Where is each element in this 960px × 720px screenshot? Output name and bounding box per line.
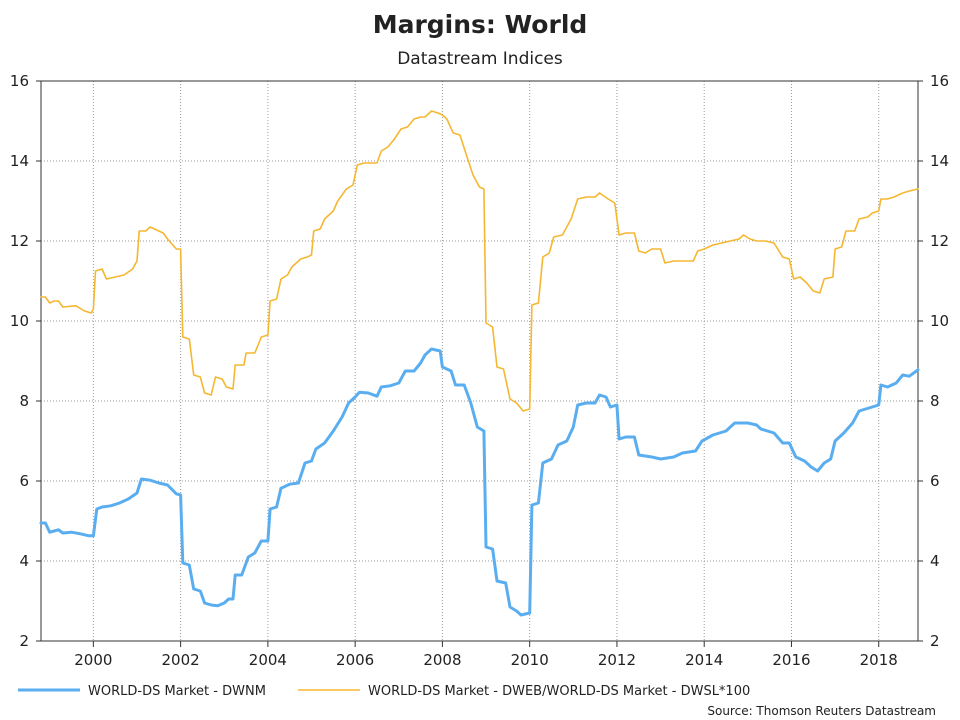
y-tick-label-left: 14 — [10, 152, 29, 170]
y-tick-label-left: 8 — [19, 392, 29, 410]
x-tick-label: 2012 — [598, 651, 636, 669]
x-tick-label: 2002 — [162, 651, 200, 669]
y-tick-label-left: 4 — [19, 552, 29, 570]
series-layer — [39, 110, 920, 617]
plot-frame — [40, 80, 919, 642]
y-tick-label-right: 14 — [930, 152, 949, 170]
x-tick-label: 2010 — [511, 651, 549, 669]
y-tick-label-left: 6 — [19, 472, 29, 490]
y-tick-label-right: 4 — [930, 552, 940, 570]
y-tick-label-right: 16 — [930, 72, 949, 90]
x-tick-label: 2018 — [860, 651, 898, 669]
y-tick-label-right: 2 — [930, 632, 940, 650]
legend-label-dwnm: WORLD-DS Market - DWNM — [88, 684, 266, 699]
x-tick-label: 2000 — [74, 651, 112, 669]
tick-layer: 2 2 4 4 6 6 8 8 10 10 12 12 14 14 16 16 2000 2002 2004 2006… — [10, 72, 949, 669]
series-line-dwnm — [39, 347, 920, 617]
y-tick-label-right: 12 — [930, 232, 949, 250]
y-tick-label-left: 2 — [19, 632, 29, 650]
x-tick-label: 2014 — [685, 651, 723, 669]
y-tick-label-left: 12 — [10, 232, 29, 250]
x-tick-label: 2006 — [336, 651, 374, 669]
grid-layer — [41, 81, 918, 641]
x-tick-label: 2008 — [423, 651, 461, 669]
x-tick-label: 2004 — [249, 651, 287, 669]
x-tick-label: 2016 — [772, 651, 810, 669]
y-tick-label-left: 10 — [10, 312, 29, 330]
y-tick-label-left: 16 — [10, 72, 29, 90]
legend-label-ratio: WORLD-DS Market - DWEB/WORLD-DS Market -… — [368, 684, 750, 699]
chart-title: Margins: World — [373, 10, 588, 39]
chart-subtitle: Datastream Indices — [397, 49, 563, 69]
series-line-ratio — [40, 110, 919, 412]
y-tick-label-right: 6 — [930, 472, 940, 490]
y-tick-label-right: 10 — [930, 312, 949, 330]
y-tick-label-right: 8 — [930, 392, 940, 410]
legend: WORLD-DS Market - DWNM WORLD-DS Market -… — [18, 684, 750, 699]
source-note: Source: Thomson Reuters Datastream — [707, 704, 936, 718]
